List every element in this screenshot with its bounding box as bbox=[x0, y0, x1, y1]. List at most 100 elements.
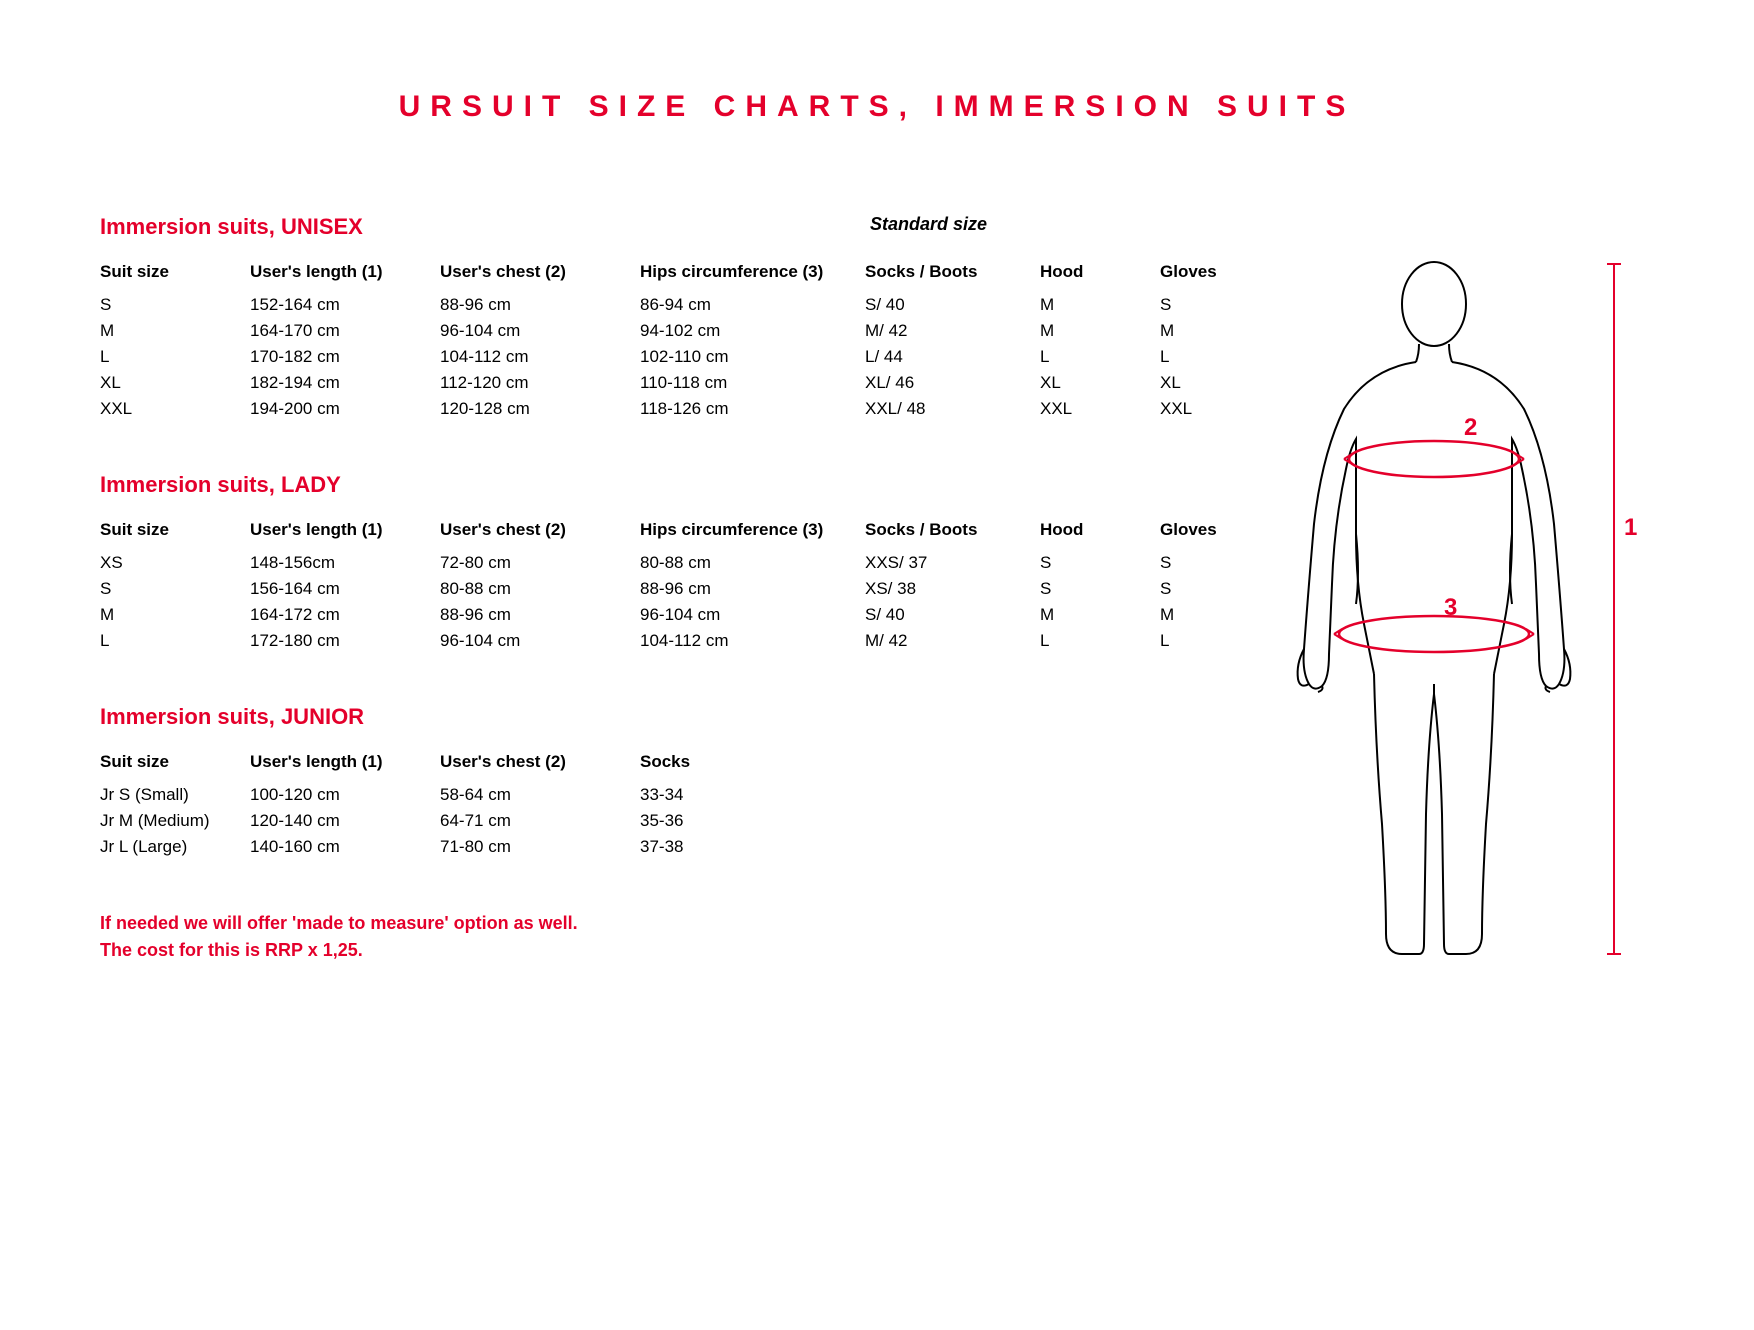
table-cell: XXL bbox=[1160, 396, 1260, 422]
table-cell: 148-156cm bbox=[250, 550, 440, 576]
table-cell: 100-120 cm bbox=[250, 782, 440, 808]
table-cell: M bbox=[1160, 318, 1260, 344]
table-header: User's length (1) bbox=[250, 258, 440, 292]
table-cell: 120-128 cm bbox=[440, 396, 640, 422]
table-cell: 64-71 cm bbox=[440, 808, 640, 834]
table-row: M164-172 cm88-96 cm96-104 cmS/ 40MM bbox=[100, 602, 1260, 628]
table-row: Jr M (Medium)120-140 cm64-71 cm35-36 bbox=[100, 808, 740, 834]
table-row: Jr S (Small)100-120 cm58-64 cm33-34 bbox=[100, 782, 740, 808]
table-header: Socks / Boots bbox=[865, 258, 1040, 292]
table-cell: 96-104 cm bbox=[640, 602, 865, 628]
table-cell: XXL bbox=[100, 396, 250, 422]
page-title: URSUIT SIZE CHARTS, IMMERSION SUITS bbox=[0, 90, 1754, 124]
table-cell: 104-112 cm bbox=[640, 628, 865, 654]
table-cell: XL bbox=[100, 370, 250, 396]
table-header: User's chest (2) bbox=[440, 516, 640, 550]
table-cell: 182-194 cm bbox=[250, 370, 440, 396]
tables-column: Immersion suits, UNISEX Standard size Su… bbox=[100, 214, 1274, 974]
junior-heading: Immersion suits, JUNIOR bbox=[100, 704, 1274, 730]
table-cell: XL bbox=[1040, 370, 1160, 396]
table-cell: 102-110 cm bbox=[640, 344, 865, 370]
lady-heading: Immersion suits, LADY bbox=[100, 472, 1274, 498]
table-header: User's length (1) bbox=[250, 748, 440, 782]
table-cell: 58-64 cm bbox=[440, 782, 640, 808]
table-cell: Jr M (Medium) bbox=[100, 808, 250, 834]
table-header: Socks bbox=[640, 748, 740, 782]
table-cell: XS/ 38 bbox=[865, 576, 1040, 602]
table-row: L170-182 cm104-112 cm102-110 cmL/ 44LL bbox=[100, 344, 1260, 370]
table-cell: 170-182 cm bbox=[250, 344, 440, 370]
table-header: Socks / Boots bbox=[865, 516, 1040, 550]
table-cell: S bbox=[1160, 550, 1260, 576]
table-cell: M bbox=[100, 318, 250, 344]
table-cell: 88-96 cm bbox=[440, 292, 640, 318]
table-cell: 120-140 cm bbox=[250, 808, 440, 834]
table-header: User's chest (2) bbox=[440, 258, 640, 292]
table-cell: XS bbox=[100, 550, 250, 576]
table-cell: 72-80 cm bbox=[440, 550, 640, 576]
table-cell: L bbox=[1160, 344, 1260, 370]
table-cell: L bbox=[1040, 628, 1160, 654]
table-cell: 94-102 cm bbox=[640, 318, 865, 344]
table-cell: 88-96 cm bbox=[440, 602, 640, 628]
table-row: S152-164 cm88-96 cm86-94 cmS/ 40MS bbox=[100, 292, 1260, 318]
table-cell: 172-180 cm bbox=[250, 628, 440, 654]
table-cell: 112-120 cm bbox=[440, 370, 640, 396]
table-cell: 164-170 cm bbox=[250, 318, 440, 344]
table-cell: XXS/ 37 bbox=[865, 550, 1040, 576]
table-header: Suit size bbox=[100, 258, 250, 292]
note-line-1: If needed we will offer 'made to measure… bbox=[100, 910, 1274, 937]
table-cell: 110-118 cm bbox=[640, 370, 865, 396]
table-cell: 86-94 cm bbox=[640, 292, 865, 318]
table-row: Jr L (Large)140-160 cm71-80 cm37-38 bbox=[100, 834, 740, 860]
measure-label-1: 1 bbox=[1624, 514, 1637, 542]
table-cell: L bbox=[1040, 344, 1160, 370]
table-cell: XXL/ 48 bbox=[865, 396, 1040, 422]
table-cell: S bbox=[1040, 576, 1160, 602]
table-cell: M bbox=[1040, 318, 1160, 344]
table-cell: M bbox=[1040, 292, 1160, 318]
unisex-table: Suit sizeUser's length (1)User's chest (… bbox=[100, 258, 1260, 422]
table-cell: S bbox=[1160, 576, 1260, 602]
table-cell: XL/ 46 bbox=[865, 370, 1040, 396]
table-cell: S/ 40 bbox=[865, 292, 1040, 318]
table-cell: 96-104 cm bbox=[440, 318, 640, 344]
table-cell: 80-88 cm bbox=[440, 576, 640, 602]
table-cell: M/ 42 bbox=[865, 318, 1040, 344]
table-cell: M bbox=[1160, 602, 1260, 628]
table-cell: Jr S (Small) bbox=[100, 782, 250, 808]
table-cell: 156-164 cm bbox=[250, 576, 440, 602]
table-cell: XXL bbox=[1040, 396, 1160, 422]
measure-label-3: 3 bbox=[1444, 594, 1457, 622]
table-cell: 35-36 bbox=[640, 808, 740, 834]
table-cell: S bbox=[100, 576, 250, 602]
table-cell: 164-172 cm bbox=[250, 602, 440, 628]
table-header: Hood bbox=[1040, 516, 1160, 550]
body-diagram: 1 2 3 bbox=[1274, 214, 1654, 974]
table-cell: L bbox=[100, 344, 250, 370]
table-cell: 118-126 cm bbox=[640, 396, 865, 422]
table-row: XL182-194 cm112-120 cm110-118 cmXL/ 46XL… bbox=[100, 370, 1260, 396]
table-cell: M bbox=[1040, 602, 1160, 628]
table-cell: M bbox=[100, 602, 250, 628]
measure-label-2: 2 bbox=[1464, 414, 1477, 442]
table-cell: S bbox=[1160, 292, 1260, 318]
table-cell: S bbox=[100, 292, 250, 318]
table-cell: 33-34 bbox=[640, 782, 740, 808]
table-cell: 37-38 bbox=[640, 834, 740, 860]
table-row: XS148-156cm72-80 cm80-88 cmXXS/ 37SS bbox=[100, 550, 1260, 576]
table-header: Suit size bbox=[100, 748, 250, 782]
table-cell: S bbox=[1040, 550, 1160, 576]
made-to-measure-note: If needed we will offer 'made to measure… bbox=[100, 910, 1274, 964]
table-cell: Jr L (Large) bbox=[100, 834, 250, 860]
table-header: Hips circumference (3) bbox=[640, 258, 865, 292]
table-cell: 96-104 cm bbox=[440, 628, 640, 654]
table-cell: 140-160 cm bbox=[250, 834, 440, 860]
unisex-heading: Immersion suits, UNISEX bbox=[100, 214, 1274, 240]
table-cell: 88-96 cm bbox=[640, 576, 865, 602]
table-cell: 80-88 cm bbox=[640, 550, 865, 576]
table-cell: L bbox=[100, 628, 250, 654]
table-cell: 152-164 cm bbox=[250, 292, 440, 318]
table-cell: 194-200 cm bbox=[250, 396, 440, 422]
table-header: Gloves bbox=[1160, 258, 1260, 292]
